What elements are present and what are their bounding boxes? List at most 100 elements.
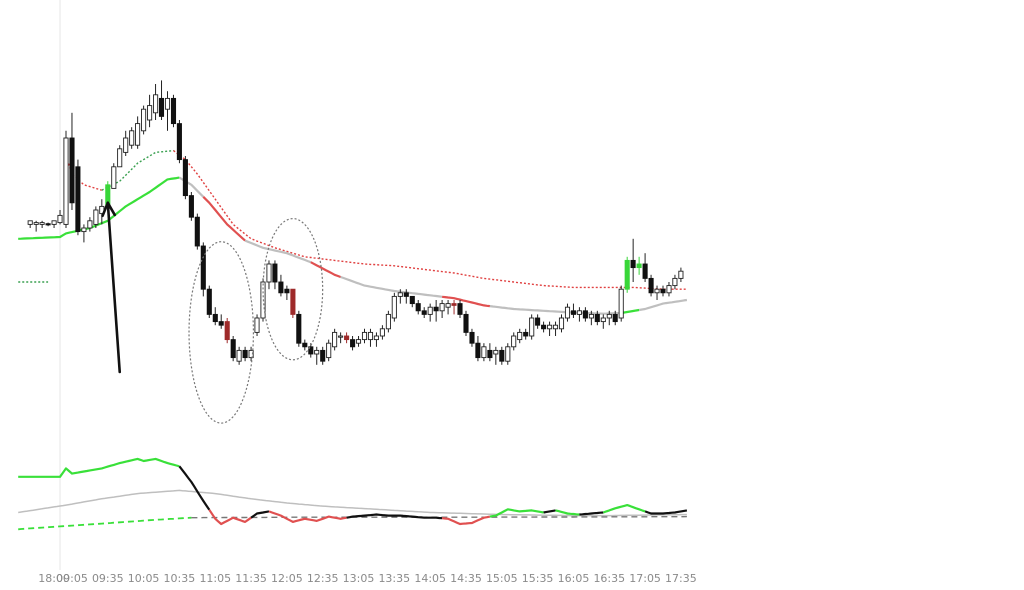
candle-body: [266, 263, 272, 283]
candle-body: [523, 331, 529, 337]
candle-body: [194, 216, 200, 247]
indicator-fast-red-segment: [208, 509, 252, 526]
candle-body: [624, 259, 630, 290]
candle-body: [224, 321, 230, 341]
candle-body: [415, 303, 421, 312]
candle-body: [308, 346, 314, 355]
candle-body: [81, 227, 87, 233]
indicator-fast-black-segment: [346, 513, 443, 520]
indicator-panel: [18, 457, 688, 531]
candle-body: [27, 220, 33, 225]
x-tick-label: 10:05: [128, 572, 160, 585]
indicator-slow-line: [18, 489, 687, 517]
candle-body: [433, 306, 439, 312]
x-tick-label: 11:35: [235, 572, 267, 585]
candle-body: [451, 303, 457, 306]
moving-average-gray-segment: [244, 239, 312, 264]
candle-body: [445, 303, 451, 308]
x-tick-label: 17:35: [665, 572, 697, 585]
indicator-fast-red-segment: [441, 515, 491, 526]
candle-body: [463, 313, 469, 333]
candle-body: [206, 288, 212, 315]
candle-body: [558, 317, 565, 330]
indicator-fast-black-segment: [579, 511, 604, 516]
candle-body: [642, 263, 648, 279]
moving-average-gray-segment: [340, 275, 443, 298]
candle-body: [87, 220, 93, 229]
candle-body: [409, 295, 415, 305]
candle-body: [153, 94, 159, 114]
candle-body: [439, 303, 445, 312]
candle-body: [475, 342, 481, 359]
candle-body: [242, 349, 248, 359]
candle-body: [361, 331, 368, 341]
x-tick-label: 12:35: [307, 572, 339, 585]
candle-body: [123, 137, 129, 153]
x-tick-label: 17:05: [629, 572, 661, 585]
moving-average-gray-segment: [489, 305, 622, 315]
candle-body: [129, 130, 135, 146]
candle-body: [63, 137, 69, 225]
x-tick-label: 16:35: [593, 572, 625, 585]
x-tick-label: 11:05: [199, 572, 231, 585]
candle-body: [618, 288, 624, 319]
x-tick-label: 18:00: [38, 572, 70, 585]
x-tick-label: 14:05: [414, 572, 446, 585]
x-tick-label: 16:05: [558, 572, 590, 585]
indicator-fast-black-segment: [178, 465, 211, 511]
candle-body: [403, 292, 409, 297]
candle-body: [660, 288, 666, 294]
indicator-dashed-green-segment: [18, 516, 192, 531]
candle-body: [33, 222, 39, 225]
candle-body: [564, 306, 571, 319]
indicator-dashed-gray-segment: [191, 515, 687, 519]
candles-layer: [27, 80, 684, 365]
candle-body: [176, 123, 182, 161]
indicator-fast-black-segment: [543, 509, 556, 514]
indicator-fast-black-segment: [250, 510, 270, 519]
candle-body: [188, 195, 194, 218]
moving-average-red-segment: [202, 196, 246, 242]
candle-body: [355, 339, 362, 344]
candle-body: [135, 123, 141, 146]
candle-body: [141, 108, 147, 132]
candle-body: [588, 313, 594, 319]
candle-body: [314, 349, 320, 355]
candle-body: [654, 288, 660, 294]
annotation-arrow-head: [101, 201, 117, 218]
indicator-fast-green-segment: [555, 509, 580, 516]
moving-average-layer: [18, 149, 688, 315]
candle-body: [636, 263, 642, 269]
x-tick-label: 10:35: [164, 572, 196, 585]
moving-average-green-segment: [18, 176, 180, 240]
candle-body: [111, 166, 117, 189]
candle-body: [541, 324, 547, 330]
candle-body: [164, 97, 171, 110]
candle-body: [278, 281, 284, 294]
candle-body: [505, 346, 511, 362]
candle-body: [51, 220, 57, 225]
moving-average-gray-segment: [638, 298, 688, 312]
candle-body: [272, 263, 278, 283]
candle-body: [427, 306, 433, 315]
annotations-layer: [101, 201, 324, 424]
moving-average-green-segment: [621, 308, 640, 315]
candle-body: [481, 346, 487, 359]
candle-body: [296, 313, 302, 344]
candle-body: [248, 349, 254, 359]
indicator-fast-black-segment: [644, 509, 688, 515]
candle-body: [552, 324, 559, 330]
candle-body: [367, 331, 374, 341]
candle-body: [158, 97, 165, 117]
annotation-arrow: [106, 201, 122, 374]
candle-body: [535, 317, 541, 326]
x-tick-label: 14:35: [450, 572, 482, 585]
indicator-fast-green-segment: [18, 457, 180, 478]
candle-body: [45, 223, 51, 226]
x-tick-label: 09:35: [92, 572, 124, 585]
x-tick-label: 09:05: [56, 572, 88, 585]
x-tick-label: 13:05: [343, 572, 375, 585]
indicator-fast-green-segment: [602, 504, 646, 514]
candle-body: [421, 310, 427, 315]
candle-body: [678, 270, 684, 279]
